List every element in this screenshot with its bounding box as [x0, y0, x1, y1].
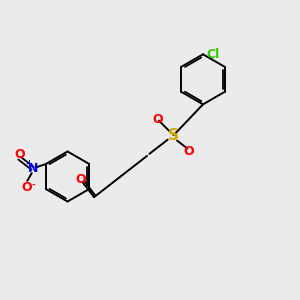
Text: +: + [26, 159, 33, 168]
Text: O: O [21, 181, 32, 194]
Text: -: - [32, 181, 35, 190]
Text: O: O [14, 148, 25, 161]
Text: Cl: Cl [206, 48, 219, 61]
Text: O: O [75, 173, 86, 186]
Text: O: O [152, 112, 163, 126]
Text: N: N [27, 162, 38, 175]
Text: S: S [168, 128, 179, 143]
Text: O: O [183, 145, 194, 158]
